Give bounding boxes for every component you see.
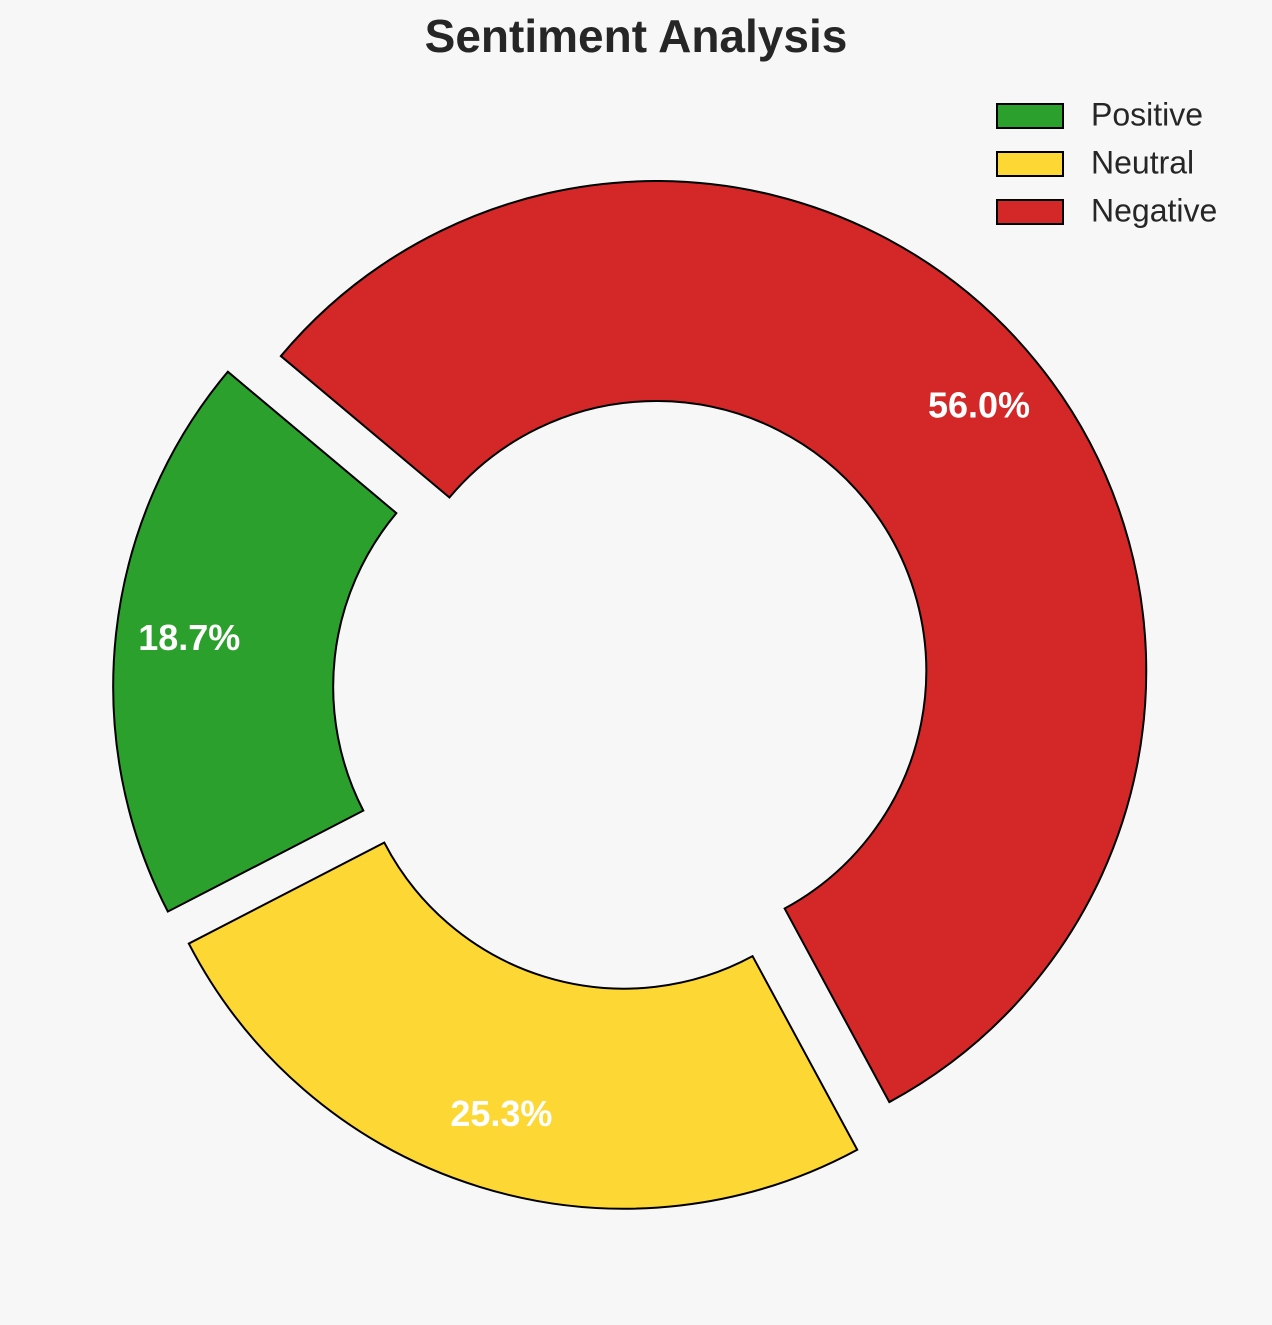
legend-label: Negative [1091,192,1217,228]
slice-label: 25.3% [450,1093,552,1134]
donut-slice [112,370,398,913]
chart-title: Sentiment Analysis [425,10,848,62]
slice-label: 18.7% [138,617,240,658]
legend-label: Positive [1091,96,1203,132]
legend-swatch [996,199,1064,225]
slice-label: 56.0% [928,384,1030,425]
legend-swatch [996,151,1064,177]
legend-swatch [996,103,1064,129]
donut-slice [279,180,1148,1104]
legend-label: Neutral [1091,144,1194,180]
donut-slice [187,841,859,1210]
